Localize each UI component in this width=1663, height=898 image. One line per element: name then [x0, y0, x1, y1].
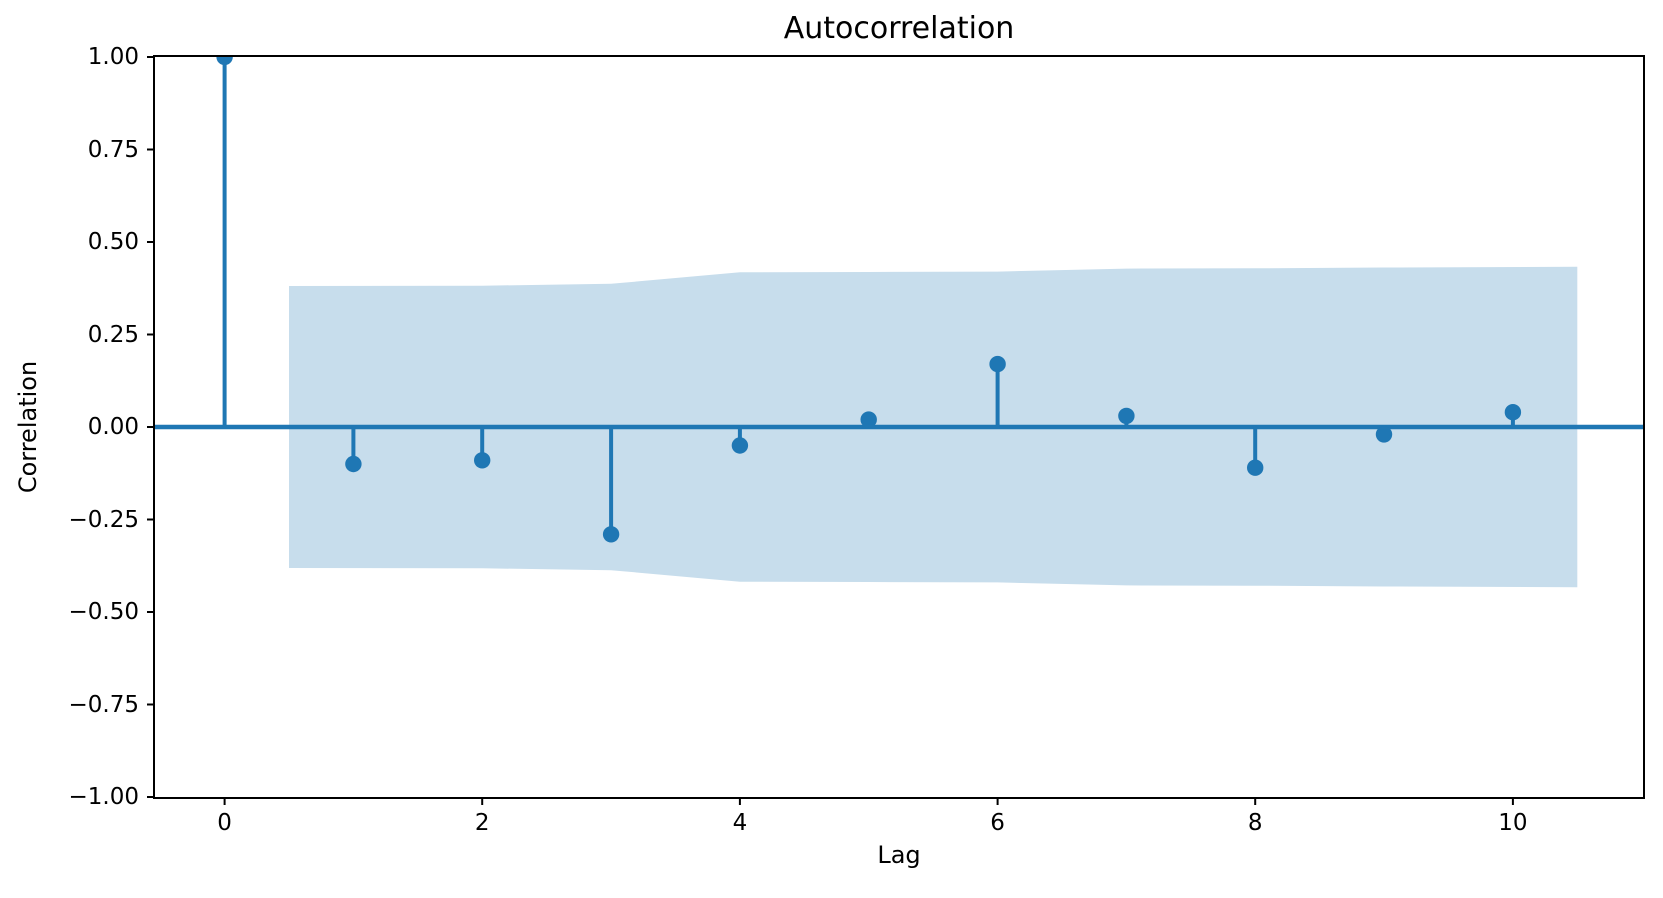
acf-marker-lag-1	[345, 455, 362, 473]
plot-area	[153, 55, 1645, 799]
acf-marker-lag-3	[602, 526, 620, 543]
x-tick-label: 0	[217, 810, 232, 836]
acf-marker-lag-5	[860, 411, 877, 428]
y-tick-label: 0.25	[87, 321, 139, 348]
acf-marker-lag-10	[1504, 404, 1522, 421]
acf-marker-lag-9	[1375, 426, 1393, 443]
y-tick-label: 0.75	[87, 136, 139, 163]
acf-marker-lag-0	[216, 57, 233, 66]
acf-marker-lag-4	[731, 437, 749, 454]
y-tick-label: −0.25	[68, 506, 139, 533]
acf-marker-lag-7	[1118, 407, 1135, 425]
y-tick-label: 1.00	[87, 44, 139, 70]
x-tick-label: 8	[1247, 810, 1263, 836]
x-tick-label: 4	[732, 810, 748, 836]
x-tick-label: 2	[474, 810, 490, 836]
acf-marker-lag-6	[989, 355, 1006, 373]
y-tick-label: −1.00	[68, 784, 139, 810]
acf-marker-lag-8	[1247, 459, 1264, 476]
y-tick-label: 0.00	[87, 414, 139, 440]
x-tick-label: 10	[1498, 810, 1528, 836]
y-tick-label: 0.50	[87, 229, 139, 255]
x-tick-label: 6	[990, 810, 1005, 836]
y-tick-label: −0.75	[68, 691, 139, 718]
y-tick-label: −0.50	[68, 599, 139, 625]
chart-title: Autocorrelation	[783, 11, 1015, 46]
acf-marker-lag-2	[474, 452, 491, 469]
x-axis-label: Lag	[877, 841, 921, 869]
plot-canvas	[155, 57, 1643, 588]
